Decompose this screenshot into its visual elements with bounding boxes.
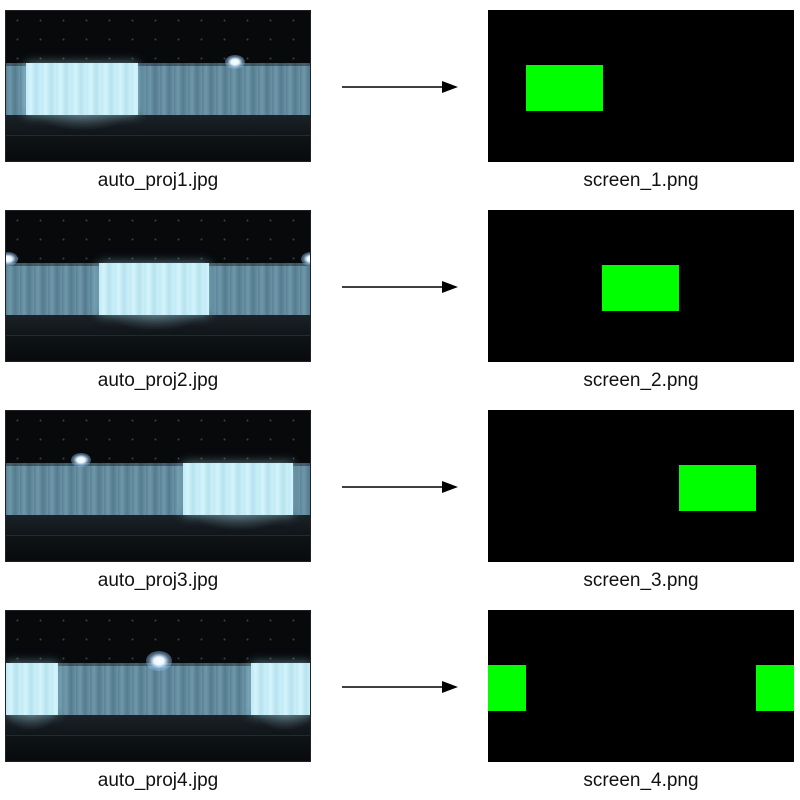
- green-marker: [679, 465, 756, 511]
- screen-image: [488, 210, 794, 362]
- screen-filename: screen_3.png: [583, 570, 699, 591]
- floor-reflection: [6, 715, 56, 731]
- projection-photo: [5, 210, 311, 362]
- photo-filename: auto_proj4.jpg: [97, 770, 219, 791]
- floor-reflection: [194, 515, 284, 531]
- floor: [6, 115, 310, 161]
- projection-photo: [5, 410, 311, 562]
- floor: [6, 515, 310, 561]
- ceiling-lights: [6, 411, 310, 461]
- mapping-row-4: auto_proj4.jpg screen_4.png: [0, 600, 800, 800]
- green-marker: [756, 665, 794, 711]
- arrow-right-icon: [342, 481, 458, 493]
- mapping-row-3: auto_proj3.jpg screen_3.png: [0, 400, 800, 600]
- photo-filename: auto_proj2.jpg: [97, 370, 219, 391]
- light-flare: [6, 252, 18, 266]
- light-flare: [301, 252, 310, 266]
- green-marker: [602, 265, 679, 311]
- screen-image: [488, 10, 794, 162]
- light-flare: [146, 651, 172, 671]
- light-flare: [71, 453, 91, 467]
- light-flare: [225, 55, 245, 69]
- arrow-right-icon: [342, 281, 458, 293]
- projected-area: [26, 63, 138, 115]
- photo-filename: auto_proj1.jpg: [97, 170, 219, 191]
- projected-area: [251, 663, 310, 715]
- mapping-row-2: auto_proj2.jpg screen_2.png: [0, 200, 800, 400]
- screen-image: [488, 610, 794, 762]
- screen-filename: screen_1.png: [583, 170, 699, 191]
- arrow-right-icon: [342, 681, 458, 693]
- floor-reflection: [38, 115, 128, 131]
- photo-filename: auto_proj3.jpg: [97, 570, 219, 591]
- projection-photo: [5, 610, 311, 762]
- floor: [6, 315, 310, 361]
- arrow-right-icon: [342, 81, 458, 93]
- projected-area: [183, 463, 293, 515]
- mapping-row-1: auto_proj1.jpg screen_1.png: [0, 0, 800, 200]
- ceiling-lights: [6, 211, 310, 261]
- screen-filename: screen_2.png: [583, 370, 699, 391]
- projection-photo: [5, 10, 311, 162]
- screen-image: [488, 410, 794, 562]
- green-marker: [488, 665, 526, 711]
- ceiling-lights: [6, 11, 310, 61]
- green-marker: [526, 65, 603, 111]
- floor-reflection: [258, 715, 310, 731]
- projected-area: [99, 263, 209, 315]
- screen-filename: screen_4.png: [583, 770, 699, 791]
- floor: [6, 715, 310, 761]
- projected-area: [6, 663, 58, 715]
- floor-reflection: [110, 315, 200, 331]
